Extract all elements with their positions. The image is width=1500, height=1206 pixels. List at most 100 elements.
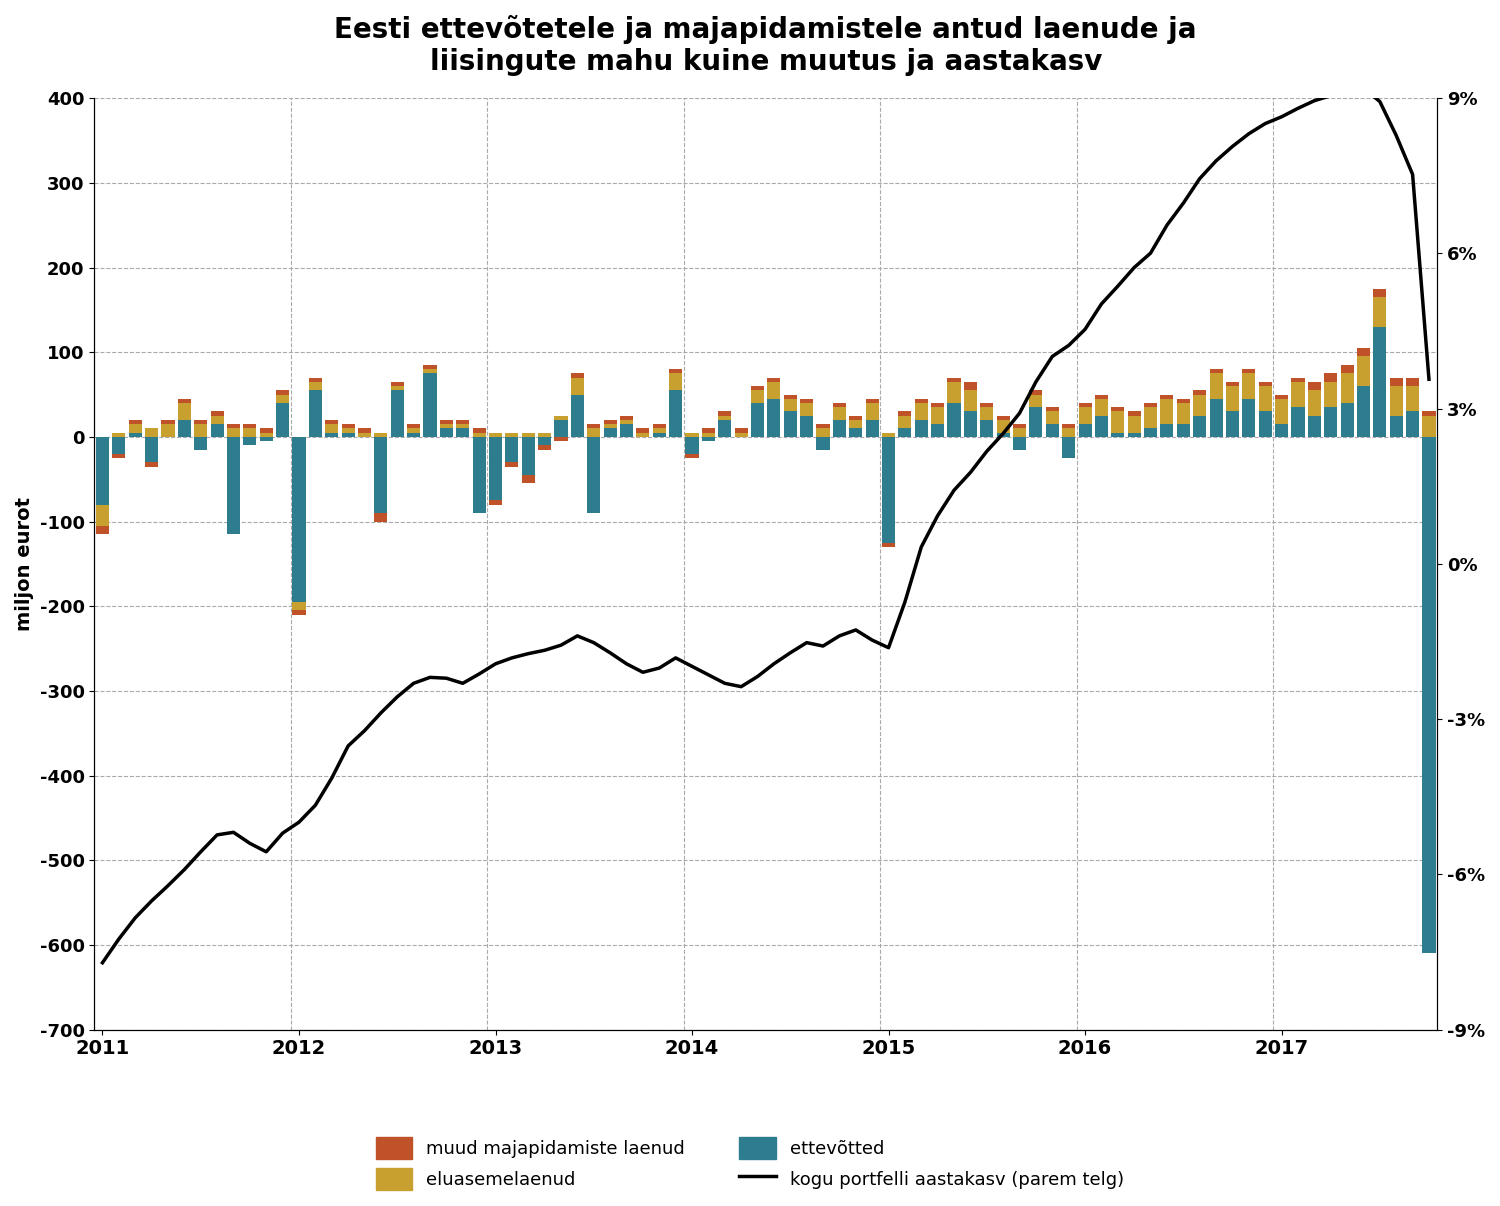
Bar	[1062, 437, 1076, 458]
Bar	[423, 369, 436, 374]
Bar	[489, 500, 502, 504]
Bar	[1358, 386, 1370, 437]
Bar	[456, 425, 470, 428]
Bar	[522, 475, 536, 484]
Bar	[243, 425, 256, 428]
Bar	[1275, 394, 1288, 399]
Bar	[686, 453, 699, 458]
Bar	[506, 462, 519, 467]
Bar	[1341, 365, 1353, 374]
Bar	[636, 428, 650, 433]
Bar	[390, 391, 404, 437]
Bar	[1389, 377, 1402, 386]
Bar	[326, 433, 339, 437]
Bar	[686, 437, 699, 453]
Bar	[178, 403, 190, 420]
Bar	[1358, 349, 1370, 357]
Bar	[1112, 433, 1125, 437]
Bar	[406, 425, 420, 428]
Bar	[1209, 369, 1222, 374]
Bar	[326, 420, 339, 425]
Bar	[1341, 374, 1353, 403]
Bar	[210, 416, 224, 425]
Bar	[276, 394, 290, 403]
Bar	[669, 369, 682, 374]
Bar	[1341, 403, 1353, 437]
Title: Eesti ettevõtetele ja majapidamistele antud laenude ja
liisingute mahu kuine muu: Eesti ettevõtetele ja majapidamistele an…	[334, 14, 1197, 76]
Bar	[1406, 386, 1419, 411]
Bar	[375, 513, 387, 521]
Bar	[276, 391, 290, 394]
Bar	[669, 391, 682, 437]
Bar	[865, 399, 879, 403]
Bar	[162, 425, 174, 437]
Bar	[718, 416, 732, 420]
Bar	[816, 437, 830, 450]
Bar	[1192, 391, 1206, 394]
Y-axis label: miljon eurot: miljon eurot	[15, 497, 34, 631]
Bar	[1358, 357, 1370, 386]
Bar	[243, 437, 256, 445]
Bar	[882, 543, 896, 548]
Bar	[1144, 403, 1156, 408]
Bar	[980, 403, 993, 408]
Bar	[538, 445, 550, 450]
Bar	[1112, 411, 1125, 433]
Bar	[456, 428, 470, 437]
Bar	[833, 420, 846, 437]
Bar	[816, 425, 830, 428]
Bar	[572, 377, 584, 394]
Bar	[129, 433, 142, 437]
Bar	[948, 377, 960, 382]
Bar	[423, 374, 436, 437]
Bar	[752, 403, 764, 437]
Bar	[260, 428, 273, 433]
Bar	[1192, 394, 1206, 416]
Bar	[800, 416, 813, 437]
Bar	[996, 433, 1010, 437]
Bar	[718, 411, 732, 416]
Bar	[1161, 425, 1173, 437]
Bar	[1292, 382, 1305, 408]
Bar	[702, 428, 715, 433]
Bar	[636, 433, 650, 437]
Bar	[768, 382, 780, 399]
Bar	[1029, 391, 1042, 394]
Bar	[1161, 394, 1173, 399]
Bar	[849, 420, 862, 428]
Bar	[948, 403, 960, 437]
Bar	[816, 428, 830, 437]
Bar	[915, 399, 928, 403]
Bar	[522, 437, 536, 475]
Bar	[1308, 382, 1322, 391]
Bar	[980, 420, 993, 437]
Bar	[898, 411, 912, 416]
Bar	[342, 425, 354, 428]
Bar	[1226, 382, 1239, 386]
Bar	[620, 420, 633, 425]
Bar	[292, 610, 306, 615]
Bar	[1029, 408, 1042, 437]
Bar	[1178, 425, 1190, 437]
Bar	[423, 365, 436, 369]
Bar	[96, 504, 109, 526]
Bar	[178, 420, 190, 437]
Bar	[735, 428, 747, 433]
Bar	[603, 425, 616, 428]
Bar	[898, 416, 912, 428]
Bar	[964, 411, 976, 437]
Bar	[178, 399, 190, 403]
Bar	[1226, 386, 1239, 411]
Bar	[718, 420, 732, 437]
Bar	[1242, 374, 1256, 399]
Bar	[538, 433, 550, 437]
Bar	[1324, 382, 1338, 408]
Bar	[768, 377, 780, 382]
Bar	[964, 382, 976, 391]
Bar	[440, 420, 453, 425]
Bar	[932, 425, 944, 437]
Bar	[1095, 394, 1108, 399]
Bar	[783, 399, 796, 411]
Bar	[603, 420, 616, 425]
Bar	[146, 437, 158, 462]
